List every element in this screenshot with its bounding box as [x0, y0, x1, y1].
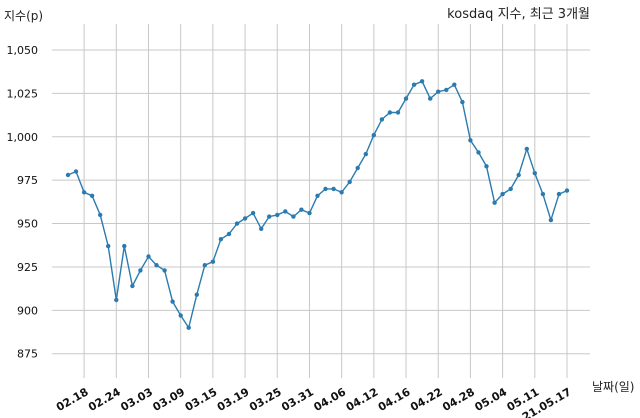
- data-point: [114, 297, 119, 303]
- data-point: [89, 193, 95, 198]
- data-point: [540, 191, 546, 197]
- data-point: [556, 191, 562, 197]
- x-tick-label: 03.09: [151, 385, 188, 414]
- data-point: [492, 200, 497, 205]
- x-tick-label: 03.15: [183, 385, 220, 414]
- data-point: [524, 146, 529, 152]
- data-point: [186, 325, 191, 330]
- data-point: [194, 292, 199, 297]
- data-point: [98, 212, 103, 218]
- grid-lines: [52, 24, 590, 378]
- x-tick-label: 02.18: [54, 385, 91, 414]
- data-point: [146, 254, 151, 259]
- x-tick-label: 05.04: [472, 385, 509, 414]
- data-point: [516, 172, 521, 178]
- data-point: [468, 138, 473, 143]
- y-tick-label: 900: [17, 304, 38, 317]
- data-point: [339, 190, 344, 195]
- data-point: [283, 209, 288, 214]
- x-tick-label: 03.19: [215, 385, 252, 414]
- data-point: [73, 169, 79, 174]
- data-point: [307, 210, 312, 216]
- data-point: [436, 89, 441, 94]
- data-point: [81, 190, 87, 195]
- data-point: [484, 164, 489, 169]
- data-point: [371, 132, 376, 138]
- data-point: [299, 207, 304, 212]
- data-point: [476, 150, 481, 155]
- data-point: [218, 237, 224, 242]
- data-point: [202, 263, 207, 268]
- data-point: [323, 186, 328, 192]
- y-tick-label: 975: [17, 174, 38, 187]
- x-tick-label: 04.16: [376, 385, 413, 414]
- data-point: [379, 117, 385, 122]
- y-tick-label: 1,050: [7, 44, 39, 57]
- data-point: [387, 110, 393, 115]
- data-point: [154, 263, 159, 268]
- y-tick-label: 950: [17, 218, 38, 231]
- data-point: [428, 96, 433, 101]
- data-point: [564, 188, 570, 193]
- y-tick-label: 875: [17, 348, 38, 361]
- x-tick-label: 04.22: [408, 385, 445, 414]
- data-point: [234, 221, 240, 226]
- data-point: [395, 110, 401, 115]
- y-axis-ticks: 875 900 925 950 975 1,000 1,025 1,050: [7, 44, 39, 361]
- x-tick-label: 03.25: [247, 385, 284, 414]
- series-line: [67, 80, 568, 330]
- data-point: [122, 243, 127, 249]
- data-point: [347, 179, 352, 185]
- data-point: [460, 99, 465, 105]
- x-tick-label: 04.12: [344, 385, 381, 414]
- data-point: [403, 96, 409, 101]
- data-point: [508, 186, 513, 192]
- y-tick-label: 925: [17, 261, 38, 274]
- data-point: [130, 283, 135, 289]
- chart-title: kosdaq 지수, 최근 3개월: [447, 7, 590, 22]
- data-point: [355, 165, 360, 171]
- data-point: [532, 171, 537, 176]
- data-point: [291, 214, 296, 219]
- x-tick-label: 03.03: [118, 385, 155, 414]
- y-axis-label: 지수(p): [4, 9, 43, 23]
- data-point: [444, 87, 449, 93]
- data-point: [138, 268, 143, 273]
- data-point: [106, 243, 111, 249]
- data-point: [267, 214, 272, 219]
- x-axis-ticks: 02.1802.2403.0303.0903.1503.1903.2503.31…: [54, 385, 574, 418]
- x-tick-label: 02.24: [86, 385, 123, 414]
- data-point: [275, 212, 280, 218]
- data-point: [226, 231, 232, 237]
- data-point: [242, 216, 248, 221]
- y-tick-label: 1,025: [7, 87, 39, 100]
- data-point: [331, 186, 336, 192]
- data-point: [452, 82, 457, 87]
- series-kosdaq: [65, 79, 570, 330]
- data-point: [419, 79, 425, 84]
- data-point: [363, 151, 368, 157]
- data-point: [170, 299, 175, 304]
- x-tick-label: 04.06: [312, 385, 349, 414]
- data-point: [162, 268, 167, 273]
- y-tick-label: 1,000: [7, 131, 39, 144]
- data-point: [411, 82, 417, 87]
- x-tick-label: 03.31: [279, 385, 316, 414]
- data-point: [65, 172, 71, 178]
- data-point: [178, 313, 183, 318]
- x-tick-label: 04.28: [440, 385, 477, 414]
- data-point: [259, 226, 264, 231]
- data-point: [548, 217, 554, 223]
- data-point: [250, 210, 256, 216]
- data-point: [315, 193, 320, 198]
- x-axis-label: 날짜(일): [592, 380, 634, 394]
- data-point: [500, 191, 505, 197]
- data-point: [210, 259, 216, 264]
